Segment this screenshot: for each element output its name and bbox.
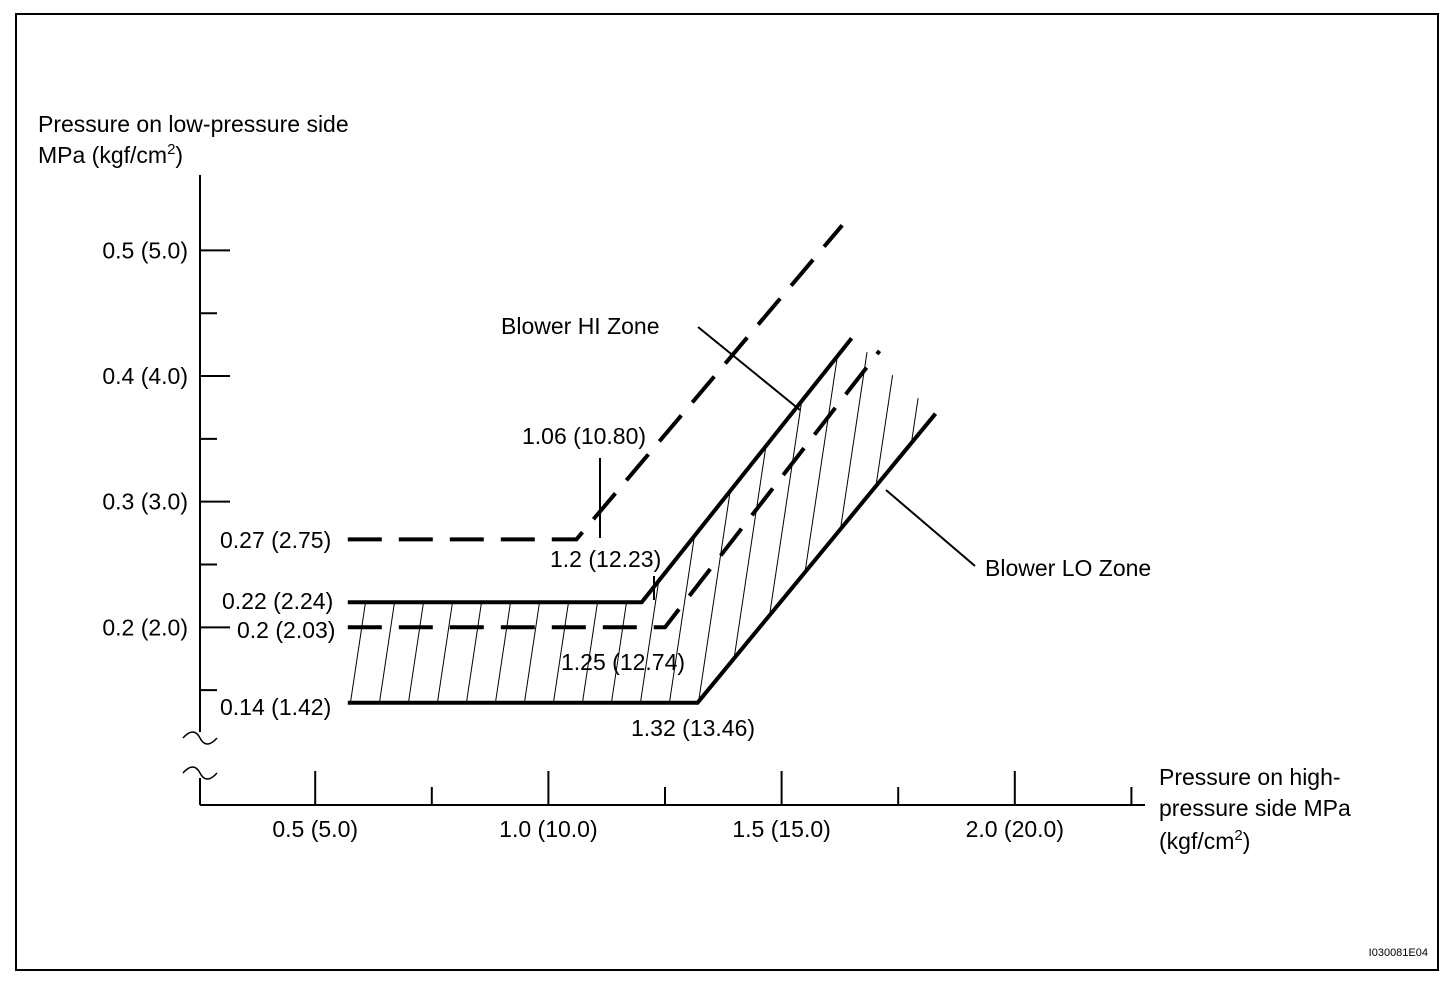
blower-lo-zone-label: Blower LO Zone (985, 555, 1151, 581)
hatch-line (405, 338, 467, 703)
y-axis-break-lower (182, 766, 218, 780)
hatch-line (957, 320, 1017, 720)
y-axis-title-close: ) (175, 142, 183, 168)
figure-border (15, 13, 1439, 971)
blower-lo-solid-line (347, 412, 938, 705)
y-axis-title-line1: Pressure on low-pressure side (38, 111, 349, 137)
x-axis-title-line2: pressure side MPa (1159, 795, 1351, 821)
leader-blower-lo (885, 489, 976, 567)
blower-hi-dashed-line (347, 224, 844, 542)
x-tick-label-6: 2.0 (20.0) (966, 816, 1064, 842)
x-axis-title-sup: 2 (1234, 827, 1242, 844)
hatch-line (898, 338, 936, 703)
hatch-line (376, 338, 438, 703)
label-1-32: 1.32 (13.46) (631, 715, 755, 741)
label-0-27: 0.27 (2.75) (220, 527, 331, 553)
leader-blower-hi (697, 326, 801, 411)
y-axis-break-upper (182, 731, 218, 745)
x-tick-label-2: 1.0 (10.0) (499, 816, 597, 842)
y-axis-title-sup: 2 (167, 141, 175, 158)
series-lines (347, 224, 938, 705)
y-tick-label-1: 0.2 (2.0) (102, 614, 188, 640)
label-0-22: 0.22 (2.24) (222, 588, 333, 614)
label-1-25: 1.25 (12.74) (561, 649, 685, 675)
y-axis-title-line2: MPa (kgf/cm2) (38, 141, 183, 168)
y-axis-title-unit: MPa (kgf/cm (38, 142, 167, 168)
hatch-line (492, 338, 554, 703)
x-axis-title-close: ) (1243, 828, 1251, 854)
y-tick-label-5: 0.4 (4.0) (102, 363, 188, 389)
blower-hi-zone-label: Blower HI Zone (501, 313, 660, 339)
hatch-line (463, 338, 525, 703)
x-axis-title-line1: Pressure on high- (1159, 764, 1341, 790)
axis-ticks (200, 249, 1133, 805)
label-0-2: 0.2 (2.03) (237, 617, 335, 643)
hatch-line (927, 338, 936, 703)
hatch-line (434, 338, 496, 703)
y-tick-label-7: 0.5 (5.0) (102, 237, 188, 263)
label-1-06: 1.06 (10.80) (522, 423, 646, 449)
hatch-line (347, 338, 409, 703)
label-0-14: 0.14 (1.42) (220, 694, 331, 720)
hatch-line (782, 338, 844, 703)
label-1-2: 1.2 (12.23) (550, 546, 661, 572)
x-axis-title-line3: (kgf/cm2) (1159, 827, 1250, 854)
x-axis-title-unit: (kgf/cm (1159, 828, 1234, 854)
x-tick-label-0: 0.5 (5.0) (272, 816, 358, 842)
y-tick-label-3: 0.3 (3.0) (102, 489, 188, 515)
figure-id: I030081E04 (1369, 947, 1428, 959)
blower-hi-solid-line (347, 337, 854, 605)
x-tick-label-4: 1.5 (15.0) (732, 816, 830, 842)
axis-tick-labels: 0.5 (5.0) 1.0 (10.0) 1.5 (15.0) 2.0 (20.0) 0… (102, 237, 1064, 842)
blower-lo-dashed-line (347, 349, 882, 630)
